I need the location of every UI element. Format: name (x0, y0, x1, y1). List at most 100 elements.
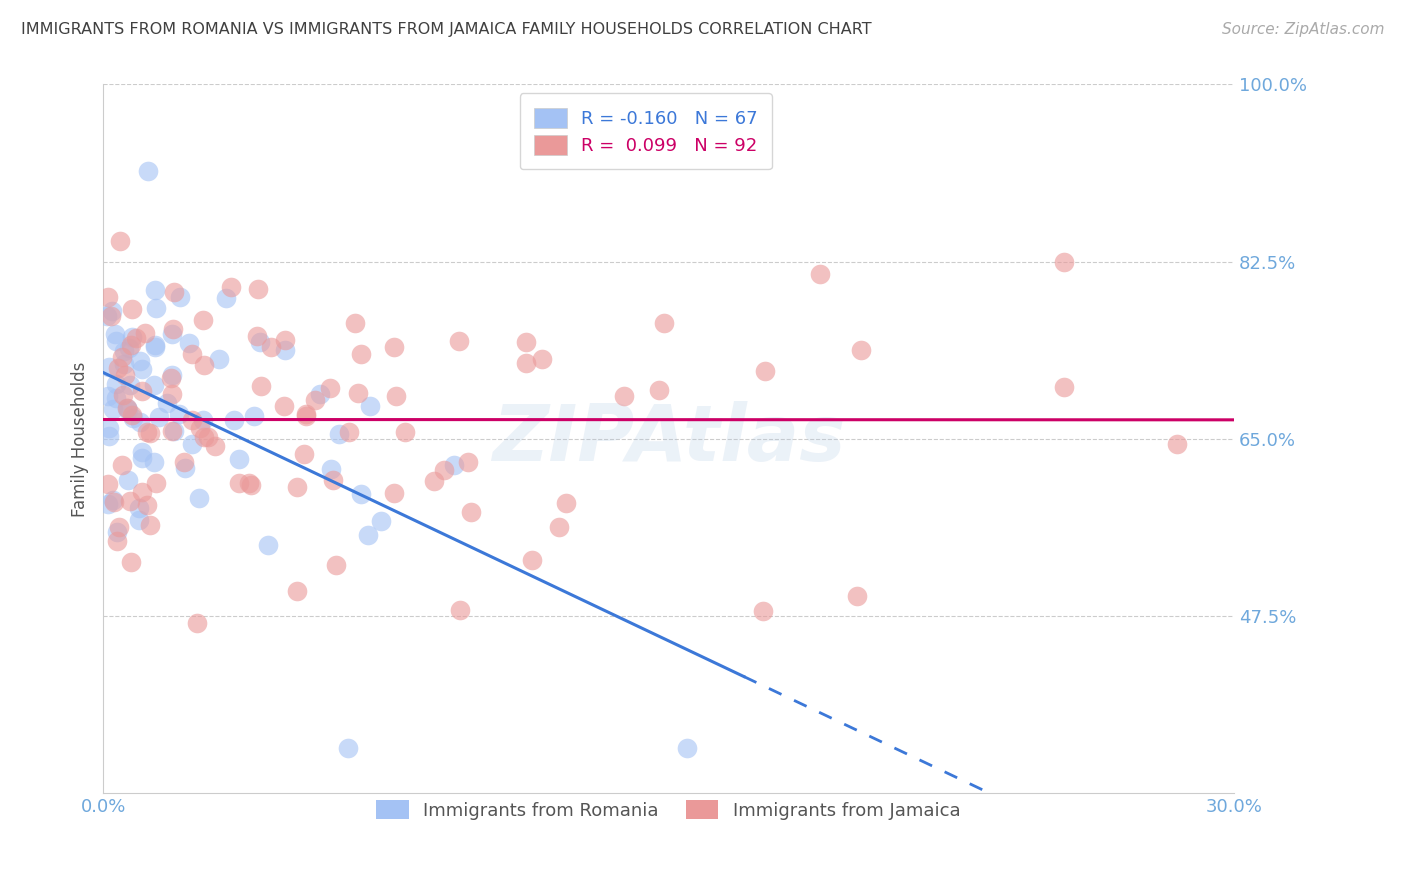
Point (325, 558, 347, 572)
Point (143, 455, 166, 469)
Point (243, 409, 266, 424)
Point (319, 381, 342, 395)
Point (845, 589, 868, 603)
Point (112, 357, 135, 371)
Point (160, 368, 183, 383)
Point (131, 362, 153, 376)
Point (111, 351, 134, 365)
Point (215, 291, 238, 305)
Point (148, 410, 170, 425)
Point (520, 553, 543, 567)
Point (228, 451, 250, 466)
Point (1053, 254, 1076, 268)
Point (145, 301, 167, 315)
Point (343, 316, 366, 330)
Point (160, 386, 183, 401)
Point (131, 451, 153, 466)
Point (382, 485, 405, 500)
Point (139, 517, 162, 532)
Point (191, 413, 214, 427)
Point (139, 426, 162, 441)
Point (143, 340, 166, 354)
Point (101, 303, 124, 318)
Point (294, 446, 316, 460)
Point (219, 280, 242, 294)
Point (239, 478, 262, 492)
Point (121, 330, 143, 344)
Point (346, 385, 368, 400)
Point (97, 497, 120, 511)
Point (128, 415, 150, 429)
Point (457, 455, 479, 469)
Point (105, 525, 128, 540)
Point (105, 391, 128, 405)
Point (319, 462, 342, 476)
Point (382, 340, 405, 354)
Text: Source: ZipAtlas.com: Source: ZipAtlas.com (1222, 22, 1385, 37)
Point (328, 427, 350, 442)
Point (204, 439, 226, 453)
Text: ZIPAtlas: ZIPAtlas (492, 401, 845, 477)
Point (104, 327, 127, 342)
Point (370, 514, 392, 528)
Point (555, 496, 578, 510)
Point (295, 409, 318, 423)
Point (131, 485, 153, 500)
Point (808, 267, 831, 281)
Point (676, 740, 699, 755)
Point (169, 290, 191, 304)
Point (103, 402, 125, 417)
Point (143, 337, 166, 351)
Point (337, 425, 360, 439)
Point (359, 399, 381, 413)
Point (449, 603, 471, 617)
Point (186, 616, 208, 631)
Point (188, 491, 211, 505)
Point (174, 461, 197, 475)
Point (447, 334, 470, 348)
Point (160, 424, 183, 438)
Point (136, 498, 159, 512)
Point (160, 371, 183, 385)
Point (337, 740, 360, 755)
Point (143, 378, 166, 392)
Point (754, 364, 776, 378)
Point (222, 413, 245, 427)
Point (96, 309, 118, 323)
Point (246, 329, 269, 343)
Point (98, 359, 121, 374)
Point (97, 290, 120, 304)
Point (1053, 380, 1076, 394)
Point (128, 513, 150, 527)
Point (162, 424, 184, 438)
Legend: Immigrants from Romania, Immigrants from Jamaica: Immigrants from Romania, Immigrants from… (361, 785, 974, 834)
Point (249, 378, 271, 392)
Point (274, 343, 297, 357)
Point (105, 534, 128, 549)
Point (120, 338, 142, 352)
Point (385, 389, 408, 403)
Point (260, 340, 283, 354)
Point (652, 317, 675, 331)
Point (350, 346, 373, 360)
Point (118, 378, 141, 392)
Point (180, 347, 202, 361)
Point (322, 473, 344, 487)
Point (122, 410, 145, 425)
Point (115, 401, 138, 415)
Point (96, 477, 118, 491)
Point (108, 234, 131, 248)
Point (246, 282, 269, 296)
Point (163, 285, 186, 299)
Point (173, 455, 195, 469)
Point (117, 473, 139, 487)
Point (394, 425, 416, 439)
Point (530, 351, 553, 366)
Point (112, 343, 135, 358)
Point (105, 334, 128, 349)
Point (121, 301, 143, 316)
Point (548, 519, 571, 533)
Point (208, 352, 231, 367)
Point (103, 495, 125, 509)
Point (105, 377, 128, 392)
